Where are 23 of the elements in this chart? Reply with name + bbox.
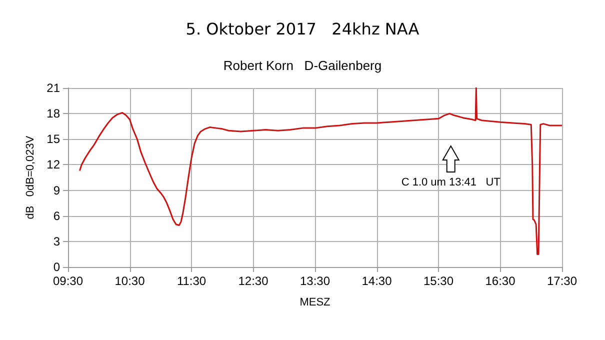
y-tick-label: 18 <box>46 106 60 121</box>
y-tick-label: 21 <box>46 81 60 95</box>
y-tick-label: 3 <box>53 234 60 248</box>
x-tick-label: 14:30 <box>362 274 392 288</box>
x-tick-label: 11:30 <box>176 274 206 288</box>
x-axis-title: MESZ <box>300 296 331 308</box>
chart-subtitle: Robert Korn D-Gailenberg <box>223 58 382 73</box>
y-tick-label: 12 <box>46 158 60 172</box>
annotation: C 1.0 um 13:41 UT <box>401 176 501 188</box>
y-tick-label: 0 <box>53 260 60 274</box>
x-tick-label: 12:30 <box>238 274 269 288</box>
line-series <box>78 87 563 255</box>
x-tick-label: 16:30 <box>485 274 516 288</box>
y-axis-title: dB 0dB=0,023V <box>24 135 36 220</box>
x-tick-label: 15:30 <box>423 274 454 288</box>
chart-title: 5. Oktober 2017 24khz NAA <box>186 20 420 38</box>
x-tick-label: 09:30 <box>52 274 84 288</box>
x-tick-label: 17:30 <box>546 274 578 288</box>
y-tick-label: 6 <box>53 208 60 223</box>
y-tick-label: 9 <box>53 183 60 198</box>
y-tick-label: 15 <box>46 132 60 146</box>
x-tick-label: 13:30 <box>300 274 330 288</box>
x-tick-label: 10:30 <box>114 274 146 288</box>
